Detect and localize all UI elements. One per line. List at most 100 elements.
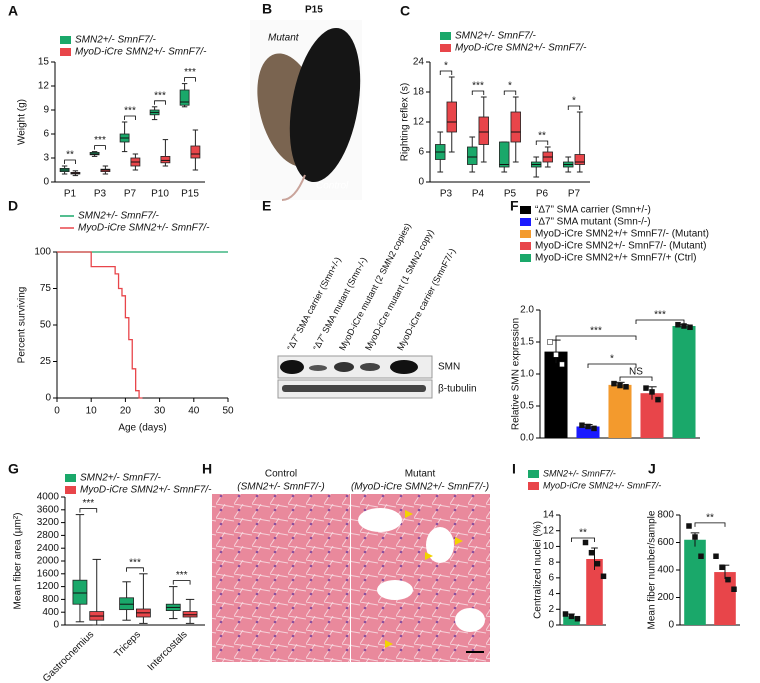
significance-bracket (172, 580, 191, 585)
legend-label: SMN2+/- SmnF7/- (543, 468, 616, 478)
y-tick-label: 1600 (37, 568, 60, 579)
mouse-photo (250, 20, 362, 201)
data-point (698, 553, 704, 559)
significance-bracket (471, 90, 485, 95)
significance-bracket (587, 363, 637, 368)
data-point (649, 389, 655, 395)
y-tick-label: 6 (418, 147, 424, 158)
histology-image (212, 494, 350, 662)
y-tick-label: 2 (548, 604, 554, 615)
data-point (579, 422, 585, 428)
legend-swatch (520, 206, 531, 214)
y-tick-label: 100 (34, 247, 51, 258)
bar (684, 539, 706, 625)
lane-label: MyoD-iCre carrier (SmnF7/-) (395, 247, 457, 352)
y-tick-label: 9 (43, 105, 49, 116)
legend-label: SMN2+/- SmnF7/- (455, 31, 537, 42)
band (282, 385, 426, 392)
y-tick-label: 3 (43, 153, 49, 164)
band (390, 360, 418, 374)
band (309, 365, 327, 371)
y-tick-label: 12 (413, 117, 425, 128)
significance-label: ** (66, 150, 74, 161)
significance-label: *** (472, 81, 484, 92)
x-tick-label: Gastrocnemius (41, 629, 96, 683)
significance-label: *** (654, 310, 666, 321)
data-point (687, 324, 693, 331)
y-tick-label: 2000 (37, 556, 60, 567)
significance-label: *** (184, 67, 196, 78)
box (499, 141, 510, 168)
legend-label: SMN2+/- SmnF7/- (80, 473, 162, 484)
significance-label: ** (579, 528, 587, 539)
legend-label: MyoD-iCre SMN2+/+ SmnF7/+ (Ctrl) (535, 253, 696, 264)
legend-label: MyoD-iCre SMN2+/- SmnF7/- (80, 485, 212, 496)
y-axis-label: Mean fiber area (µm²) (13, 513, 24, 610)
legend-label: MyoD-iCre SMN2+/- SmnF7/- (Mutant) (535, 241, 706, 252)
data-point (725, 576, 731, 583)
y-tick-label: 1.0 (520, 369, 534, 380)
x-tick-label: P4 (472, 189, 485, 200)
legend-label: MyoD-iCre SMN2+/- SmnF7/- (455, 43, 587, 54)
y-axis-label: Centralized nuclei (%) (533, 521, 544, 619)
significance-label: *** (176, 570, 188, 581)
x-tick-label: P15 (181, 189, 199, 200)
x-tick-label: 10 (86, 406, 98, 417)
y-tick-label: 50 (40, 320, 52, 331)
y-tick-label: 8 (548, 557, 554, 568)
significance-label: * (508, 81, 512, 92)
significance-bracket (126, 567, 144, 572)
photo-label: Control (316, 181, 349, 192)
data-point (719, 564, 725, 570)
box (446, 101, 457, 133)
legend-swatch (520, 230, 531, 238)
significance-bracket (555, 335, 637, 340)
box (72, 579, 88, 605)
significance-label: *** (590, 326, 602, 337)
x-tick-label: 50 (222, 406, 234, 417)
data-point (588, 549, 595, 556)
y-tick-label: 6 (43, 129, 49, 140)
data-point (553, 352, 559, 358)
significance-bracket (571, 537, 595, 542)
blot-strip (277, 355, 433, 379)
significance-label: *** (129, 557, 141, 568)
bar (576, 426, 600, 438)
legend-label: SMN2+/- SmnF7/- (75, 35, 157, 46)
significance-bracket (154, 100, 166, 105)
y-tick-label: 0 (43, 177, 49, 188)
y-tick-label: 75 (40, 283, 52, 294)
legend-label: MyoD-iCre SMN2+/- SmnF7/- (75, 47, 207, 58)
box (467, 146, 478, 165)
tissue-gaps (358, 508, 485, 632)
significance-label: ** (706, 513, 714, 524)
panel-letter: C (400, 3, 410, 19)
box (190, 145, 201, 159)
box (478, 116, 489, 145)
significance-label: *** (124, 106, 136, 117)
blot (277, 355, 433, 399)
significance-bracket (535, 140, 549, 145)
legend-swatch (520, 218, 531, 226)
legend-label: SMN2+/- SmnF7/- (78, 211, 160, 222)
histology-title: Control (265, 469, 297, 480)
data-point (643, 385, 649, 391)
data-point (675, 321, 681, 328)
significance-bracket (64, 159, 76, 164)
band (360, 363, 380, 371)
significance-bracket (184, 77, 196, 82)
legend-swatch (65, 474, 76, 482)
data-point (617, 382, 623, 389)
y-tick-label: 0 (668, 620, 674, 631)
y-tick-label: 3600 (37, 504, 60, 515)
x-tick-label: 40 (188, 406, 200, 417)
x-tick-label: P3 (94, 189, 107, 200)
y-tick-label: 0 (548, 620, 554, 631)
data-point (692, 534, 698, 540)
x-tick-label: P7 (124, 189, 137, 200)
y-tick-label: 4 (548, 588, 554, 599)
significance-bracket (694, 522, 726, 527)
data-point (681, 323, 687, 329)
control-mouse (289, 27, 361, 183)
